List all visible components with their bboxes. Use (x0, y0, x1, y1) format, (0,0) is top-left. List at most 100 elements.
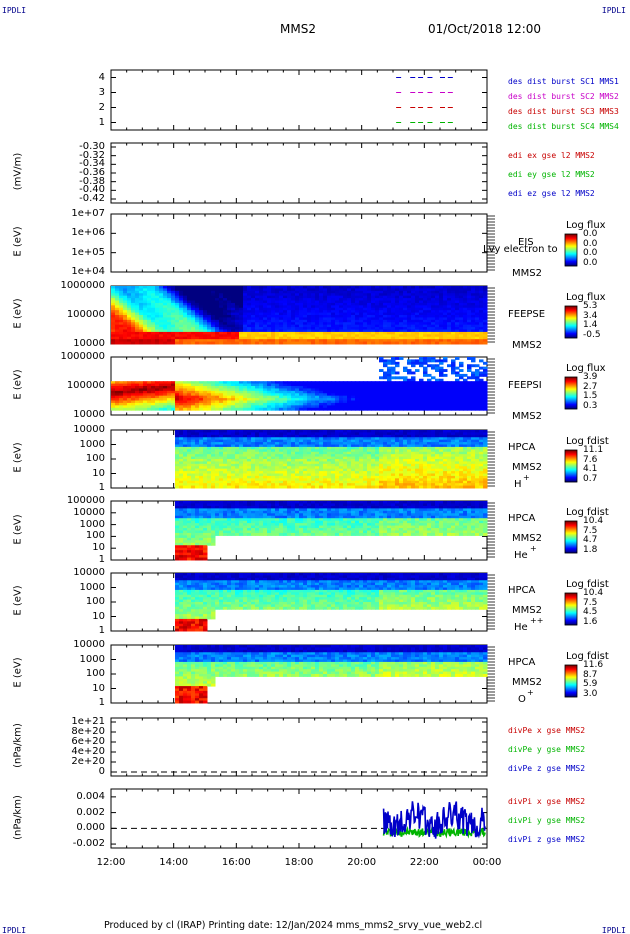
heatmap-cell (399, 288, 404, 292)
heatmap-cell (163, 334, 168, 338)
heatmap-cell (255, 390, 260, 394)
heatmap-cell (179, 449, 184, 453)
heatmap-cell (363, 307, 368, 311)
heatmap-cell (431, 398, 436, 401)
heatmap-cell (387, 359, 392, 363)
heatmap-cell (159, 402, 164, 406)
heatmap-cell (447, 319, 452, 323)
colorbar-cell (565, 405, 577, 407)
heatmap-cell (247, 319, 252, 323)
heatmap-cell (367, 395, 372, 399)
heatmap-cell (171, 390, 176, 394)
heatmap-cell (411, 402, 416, 406)
heatmap-cell (171, 339, 176, 343)
heatmap-cell (479, 371, 484, 375)
heatmap-cell (471, 357, 476, 360)
heatmap-cell (475, 319, 480, 323)
heatmap-cell (175, 444, 180, 448)
colorbar-cell (565, 611, 577, 613)
heatmap-cell (391, 329, 396, 333)
heatmap-cell (135, 295, 140, 299)
heatmap-cell (355, 329, 360, 333)
heatmap-cell (243, 334, 248, 338)
heatmap-cell (159, 322, 164, 326)
heatmap-cell (115, 302, 120, 306)
heatmap-cell (283, 329, 288, 333)
heatmap-cell (219, 341, 224, 345)
heatmap-cell (295, 339, 300, 343)
heatmap-cell (187, 295, 192, 299)
heatmap-cell (115, 329, 120, 333)
heatmap-cell (367, 336, 372, 340)
heatmap-cell (155, 388, 160, 392)
heatmap-cell (403, 395, 408, 399)
heatmap-cell (351, 339, 356, 343)
heatmap-cell (327, 315, 332, 318)
heatmap-cell (459, 327, 464, 330)
heatmap-cell (375, 390, 380, 394)
heatmap-cell (191, 430, 196, 433)
heatmap-cell (207, 463, 212, 467)
heatmap-cell (423, 319, 428, 323)
heatmap-cell (291, 327, 296, 330)
heatmap-cell (159, 315, 164, 318)
heatmap-cell (239, 480, 244, 484)
heatmap-cell (351, 334, 356, 338)
heatmap-cell (419, 307, 424, 311)
heatmap-cell (259, 381, 264, 385)
heatmap-cell (179, 405, 184, 409)
heatmap-cell (291, 312, 296, 316)
heatmap-cell (419, 319, 424, 323)
heatmap-cell (207, 386, 212, 389)
heatmap-cell (247, 336, 252, 340)
heatmap-cell (387, 324, 392, 328)
heatmap-cell (195, 327, 200, 330)
colorbar-cell (565, 599, 577, 601)
heatmap-cell (231, 388, 236, 392)
colorbar-cell (565, 533, 577, 535)
heatmap-cell (191, 319, 196, 323)
heatmap-cell (167, 390, 172, 394)
heatmap-cell (215, 390, 220, 394)
heatmap-cell (299, 300, 304, 304)
heatmap-cell (339, 388, 344, 392)
heatmap-cell (175, 483, 180, 487)
heatmap-cell (167, 288, 172, 292)
heatmap-cell (411, 312, 416, 316)
heatmap-cell (431, 383, 436, 387)
heatmap-cell (139, 298, 144, 301)
heatmap-cell (203, 329, 208, 333)
heatmap-cell (323, 341, 328, 345)
heatmap-cell (291, 319, 296, 323)
heatmap-cell (183, 381, 188, 385)
heatmap-cell (399, 307, 404, 311)
heatmap-cell (183, 336, 188, 340)
heatmap-cell (471, 388, 476, 392)
heatmap-cell (191, 324, 196, 328)
heatmap-cell (251, 405, 256, 409)
heatmap-cell (123, 336, 128, 340)
heatmap-cell (235, 478, 240, 482)
heatmap-cell (419, 302, 424, 306)
heatmap-cell (435, 339, 440, 343)
heatmap-cell (167, 398, 172, 401)
heatmap-cell (275, 312, 280, 316)
colorbar-cell (565, 453, 577, 455)
heatmap-cell (327, 295, 332, 299)
heatmap-cell (271, 407, 276, 411)
heatmap-cell (183, 290, 188, 294)
heatmap-cell (319, 315, 324, 318)
colorbar-cell (565, 245, 577, 247)
heatmap-cell (387, 402, 392, 406)
colorbar-cell (565, 315, 577, 317)
heatmap-cell (155, 334, 160, 338)
heatmap-cell (123, 293, 128, 297)
heatmap-cell (447, 317, 452, 321)
heatmap-cell (239, 390, 244, 394)
heatmap-cell (223, 307, 228, 311)
heatmap-cell (355, 298, 360, 301)
heatmap-cell (171, 407, 176, 411)
heatmap-cell (411, 336, 416, 340)
heatmap-cell (371, 386, 376, 389)
heatmap-cell (459, 329, 464, 333)
